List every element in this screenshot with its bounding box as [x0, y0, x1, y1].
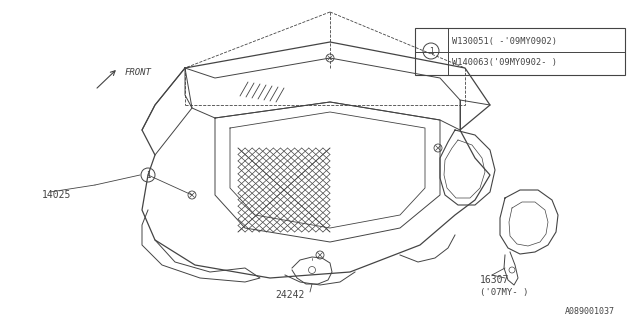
Text: 16307: 16307	[480, 275, 509, 285]
Text: 24242: 24242	[275, 290, 305, 300]
Text: 14025: 14025	[42, 190, 72, 200]
Text: W130051( -'09MY0902): W130051( -'09MY0902)	[452, 36, 557, 45]
Text: W140063('09MY0902- ): W140063('09MY0902- )	[452, 58, 557, 67]
Text: 1: 1	[146, 171, 150, 180]
Bar	[415, 28, 625, 75]
Text: 1: 1	[429, 46, 433, 55]
Text: FRONT: FRONT	[125, 68, 152, 76]
Text: A089001037: A089001037	[565, 308, 615, 316]
Text: ('07MY- ): ('07MY- )	[480, 287, 529, 297]
